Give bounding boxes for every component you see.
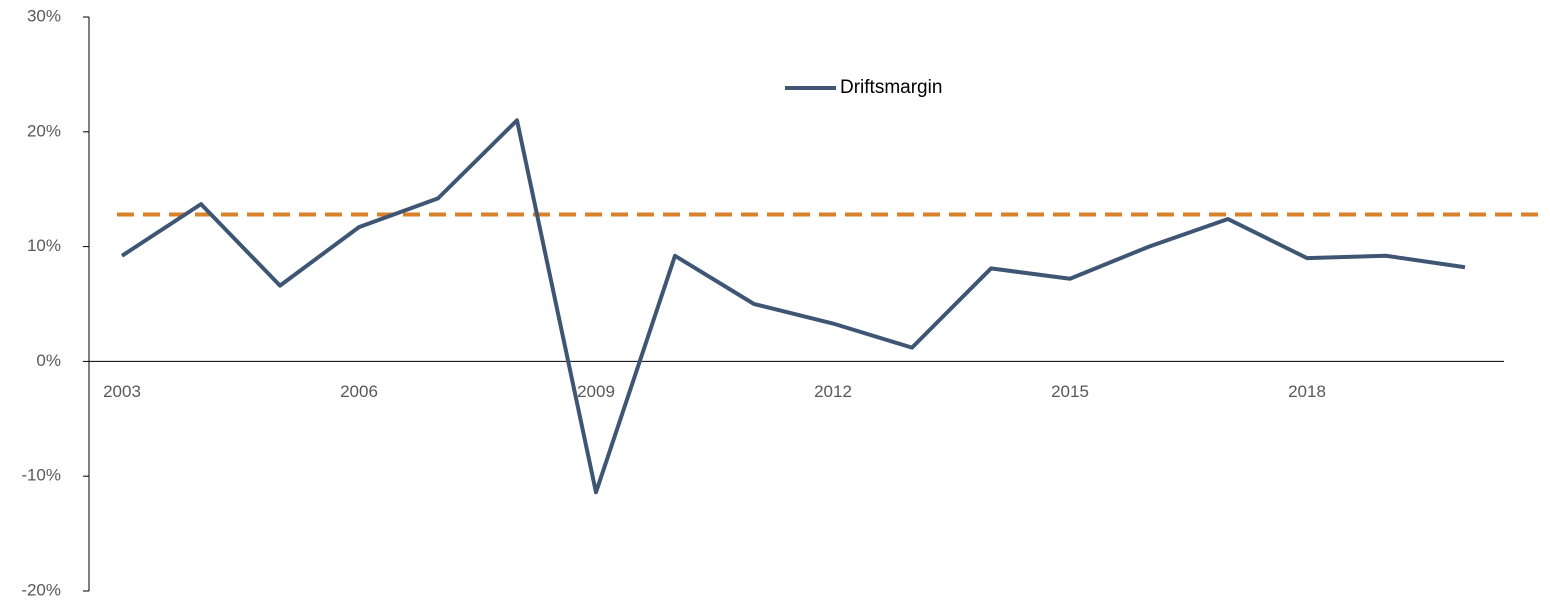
- x-tick-label: 2003: [103, 382, 141, 401]
- x-tick-label: 2015: [1051, 382, 1089, 401]
- y-tick-label: 0%: [36, 351, 61, 370]
- y-tick-label: 30%: [27, 6, 61, 25]
- y-tick-label: 20%: [27, 121, 61, 140]
- x-tick-label: 2018: [1288, 382, 1326, 401]
- line-series: [120, 118, 1466, 495]
- y-tick-label: 10%: [27, 236, 61, 255]
- y-tick-label: -20%: [21, 580, 61, 599]
- legend-label: Driftsmargin: [840, 77, 942, 98]
- x-tick-label: 2012: [814, 382, 852, 401]
- y-tick-label: -10%: [21, 466, 61, 485]
- x-tick-label: 2009: [577, 382, 615, 401]
- x-tick-label: 2006: [340, 382, 378, 401]
